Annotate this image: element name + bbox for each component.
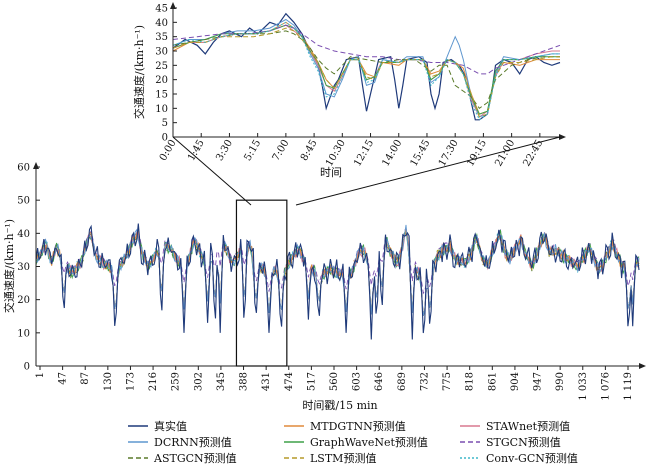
inset-y-tick-label: 40 <box>155 18 168 29</box>
inset-y-tick-label: 20 <box>155 75 168 86</box>
main-x-tick-label: 87 <box>80 372 91 385</box>
main-y-tick-label: 40 <box>17 229 30 240</box>
inset-x-ticks: 0:00 1:45 3:30 5:15 7:00 8:45 10:30 12:15 14:00 1… <box>158 133 546 168</box>
main-x-tick-label: 818 <box>465 372 476 391</box>
zoom-connector-right <box>295 136 561 206</box>
main-series-5-line <box>35 226 640 295</box>
main-x-tick-label: 130 <box>103 372 114 391</box>
inset-x-tick-label: 8:45 <box>299 138 320 163</box>
main-x-tick-label: 1 033 <box>578 372 589 401</box>
inset-x-tick-label: 10:30 <box>324 138 348 168</box>
main-x-tick-label: 47 <box>58 372 69 385</box>
main-x-tick-label: 732 <box>419 372 430 391</box>
inset-y-tick-label: 35 <box>155 32 168 43</box>
zoom-connector-left <box>172 136 252 206</box>
main-x-tick-label: 1 <box>35 372 46 378</box>
main-y-ticks: 0 10 20 30 40 50 60 <box>17 163 40 373</box>
main-y-tick-label: 0 <box>24 362 30 373</box>
inset-series-2-line <box>172 24 560 118</box>
inset-y-axis-title: 交通速度/(km·h⁻¹) <box>132 25 146 119</box>
zoom-highlight-box <box>235 199 288 367</box>
inset-x-axis-arrow <box>559 134 566 140</box>
inset-y-tick-label: 45 <box>155 4 168 15</box>
inset-y-tick-label: 25 <box>155 61 168 72</box>
main-x-tick-label: 775 <box>442 372 453 391</box>
main-y-tick-label: 10 <box>17 328 30 339</box>
legend-label-4: GraphWaveNet预测值 <box>310 436 428 449</box>
legend-label-0: 真实值 <box>154 419 187 433</box>
legend-label-8: Conv-GCN预测值 <box>486 452 578 465</box>
main-x-tick-label: 990 <box>555 372 566 391</box>
inset-plot-area <box>172 12 561 121</box>
main-x-tick-label: 646 <box>374 372 385 391</box>
legend-label-6: ASTGCN预测值 <box>153 452 237 465</box>
inset-x-tick-label: 3:30 <box>214 138 235 163</box>
legend-label-2: STAWnet预测值 <box>486 420 570 433</box>
main-x-tick-label: 603 <box>352 372 363 391</box>
main-x-tick-label: 345 <box>216 372 227 391</box>
main-series-0-line <box>35 223 640 340</box>
main-plot-area <box>35 223 640 340</box>
main-x-tick-label: 861 <box>487 372 498 391</box>
main-x-tick-label: 560 <box>329 372 340 391</box>
legend: 真实值 MTDGTNN预测值 STAWnet预测值 DCRNN预测值 GraphWave… <box>128 419 578 465</box>
legend-label-1: MTDGTNN预测值 <box>310 420 406 433</box>
inset-x-tick-label: 7:00 <box>271 138 292 163</box>
main-x-ticks: 1 47 87 130 173 216 259 302 345 388 431 474 517 560 60… <box>35 366 634 401</box>
main-x-axis-title: 时间戳/15 min <box>302 399 377 412</box>
inset-series-6-line <box>172 30 560 109</box>
main-x-tick-label: 216 <box>148 372 159 391</box>
inset-x-tick-label: 22:45 <box>522 138 546 168</box>
inset-series-7-line <box>172 27 560 118</box>
inset-x-tick-label: 5:15 <box>242 138 263 163</box>
inset-y-tick-label: 30 <box>155 47 168 58</box>
inset-series-1-line <box>172 21 560 115</box>
inset-y-tick-label: 5 <box>162 118 168 129</box>
inset-series-5-line <box>172 24 561 75</box>
main-y-tick-label: 30 <box>17 262 30 273</box>
main-y-tick-label: 60 <box>17 163 30 174</box>
inset-x-tick-label: 12:15 <box>352 138 376 168</box>
main-x-tick-label: 431 <box>261 372 272 391</box>
inset-x-axis-title: 时间 <box>320 166 342 179</box>
inset-series-8-line <box>172 21 560 121</box>
main-x-tick-label: 947 <box>533 372 544 391</box>
inset-x-tick-label: 14:00 <box>380 138 404 168</box>
inset-y-tick-label: 10 <box>155 104 168 115</box>
main-x-tick-label: 173 <box>125 372 136 391</box>
main-x-tick-label: 689 <box>397 372 408 391</box>
main-x-tick-label: 904 <box>510 372 521 391</box>
inset-y-tick-label: 0 <box>162 133 168 144</box>
main-x-tick-label: 259 <box>171 372 182 391</box>
main-x-tick-label: 302 <box>193 372 204 391</box>
inset-x-tick-label: 15:45 <box>409 138 433 168</box>
main-x-tick-label: 1 076 <box>600 372 611 401</box>
legend-label-3: DCRNN预测值 <box>154 436 232 449</box>
main-y-tick-label: 50 <box>17 196 30 207</box>
inset-series-4-line <box>172 24 560 115</box>
inset-series-0-line <box>172 12 561 121</box>
main-x-tick-label: 1 119 <box>623 372 634 401</box>
inset-y-tick-label: 15 <box>155 90 168 101</box>
legend-label-5: STGCN预测值 <box>486 436 561 449</box>
legend-label-7: LSTM预测值 <box>310 452 376 465</box>
main-y-tick-label: 20 <box>17 295 30 306</box>
main-x-tick-label: 388 <box>239 372 250 391</box>
main-x-axis-arrow <box>639 363 646 369</box>
main-chart: 0 10 20 30 40 50 60 1 47 87 130 173 216 259 302 345 388… <box>2 162 646 412</box>
inset-x-tick-label: 19:15 <box>465 138 489 168</box>
inset-y-axis-arrow <box>170 2 176 9</box>
main-x-tick-label: 474 <box>284 372 295 391</box>
main-y-axis-arrow <box>33 162 39 169</box>
inset-y-ticks: 0 5 10 15 20 25 30 35 40 45 <box>155 4 177 144</box>
main-y-axis-title: 交通速度/(km·h⁻¹) <box>2 219 16 313</box>
main-x-tick-label: 517 <box>306 372 317 391</box>
